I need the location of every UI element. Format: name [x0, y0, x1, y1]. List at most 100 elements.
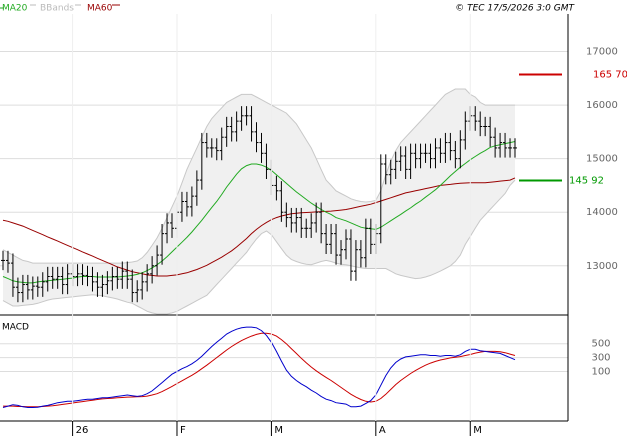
x-tick-label: F	[180, 425, 186, 436]
price-bar	[368, 218, 373, 254]
price-bars	[1, 106, 517, 303]
price-bar	[110, 266, 115, 291]
price-markers: 165 70 145 92	[519, 70, 627, 187]
price-bar	[234, 111, 239, 142]
price-bar	[100, 274, 105, 297]
x-axis: 26 F M A M	[72, 14, 482, 436]
price-bar	[40, 272, 45, 297]
macd-tick-label: 300	[591, 353, 610, 364]
price-bar	[428, 143, 433, 169]
price-bar	[388, 159, 393, 185]
price-tick-label: 15000	[586, 154, 618, 165]
price-bar	[65, 264, 70, 295]
price-bar	[393, 151, 398, 179]
price-bar	[264, 143, 269, 179]
price-bar	[20, 274, 25, 303]
price-bar	[50, 266, 55, 289]
price-bar	[1, 250, 5, 271]
price-bar	[478, 111, 483, 137]
price-bar	[85, 265, 90, 287]
price-y-axis: 13000 14000 15000 16000 17000	[586, 47, 618, 272]
price-bar	[10, 253, 15, 297]
price-bar	[363, 218, 368, 268]
price-bar	[458, 130, 463, 169]
price-bar	[309, 213, 314, 238]
price-bar	[259, 132, 264, 163]
price-bar	[503, 132, 508, 158]
price-bar	[115, 266, 120, 289]
price-bar	[170, 213, 175, 238]
price-bar	[194, 170, 199, 206]
price-bar	[145, 264, 150, 292]
price-bar	[105, 271, 110, 295]
price-bar	[254, 122, 259, 153]
price-bar	[5, 250, 10, 273]
price-bar	[493, 127, 498, 158]
price-bar	[80, 264, 85, 286]
price-bar	[60, 266, 65, 295]
price-bar	[160, 224, 165, 265]
price-bar	[508, 138, 513, 158]
price-bar	[299, 207, 304, 238]
price-bar	[199, 132, 204, 190]
macd-tick-label: 100	[591, 366, 610, 377]
price-bar	[513, 138, 517, 158]
chart-legend: MA20 BBands MA60	[0, 4, 120, 14]
macd-grid	[0, 343, 568, 372]
price-bar	[249, 106, 254, 142]
price-bar	[45, 266, 50, 292]
x-tick-label: 26	[76, 425, 89, 436]
price-bar	[329, 224, 334, 254]
price-bar	[343, 229, 348, 260]
ma60-line	[2, 177, 516, 277]
price-bar	[353, 240, 358, 281]
price-marker-label: 145 92	[569, 176, 604, 187]
price-bar	[75, 264, 80, 287]
price-bar	[120, 261, 125, 289]
price-bar	[35, 276, 40, 297]
price-marker-label: 165 70	[593, 70, 627, 81]
price-bar	[244, 106, 249, 126]
bbands-lower-line	[2, 179, 516, 315]
price-bar	[398, 146, 403, 171]
price-tick-label: 17000	[586, 47, 618, 58]
price-bar	[438, 138, 443, 163]
price-bar	[403, 146, 408, 179]
price-bar	[30, 276, 35, 300]
macd-panel: MACD 100 300 500	[0, 323, 611, 408]
bbands-upper-line	[2, 88, 515, 264]
price-bar	[125, 261, 130, 289]
price-bar	[284, 202, 289, 228]
legend-ma20-label: MA20	[2, 4, 28, 14]
price-bar	[448, 132, 453, 161]
price-bar	[90, 266, 95, 292]
price-bar	[279, 181, 284, 222]
price-bar	[289, 207, 294, 233]
copyright-text: © TEC 17/5/2026 3:0 GMT	[455, 4, 575, 14]
x-tick-label: A	[379, 425, 386, 436]
legend-bbands-label: BBands	[40, 4, 74, 14]
signal-line	[3, 332, 516, 408]
price-bar	[25, 274, 30, 300]
price-bar	[423, 143, 428, 163]
price-bar	[140, 272, 145, 300]
price-bar	[189, 186, 194, 217]
price-bar	[274, 175, 279, 201]
price-bar	[165, 213, 170, 244]
price-tick-label: 14000	[586, 207, 618, 218]
price-bar	[324, 224, 329, 254]
x-tick-label: M	[274, 425, 283, 436]
price-bar	[209, 138, 214, 158]
price-bar	[378, 154, 383, 244]
price-bar	[483, 116, 488, 137]
price-bar	[334, 224, 339, 265]
price-bar	[224, 116, 229, 147]
price-bar	[204, 132, 209, 158]
price-bar	[239, 106, 244, 131]
price-bar	[150, 256, 155, 284]
legend-ma60-label: MA60	[87, 4, 113, 14]
price-bar	[304, 218, 309, 238]
price-bar	[383, 154, 388, 185]
price-bar	[55, 266, 60, 289]
